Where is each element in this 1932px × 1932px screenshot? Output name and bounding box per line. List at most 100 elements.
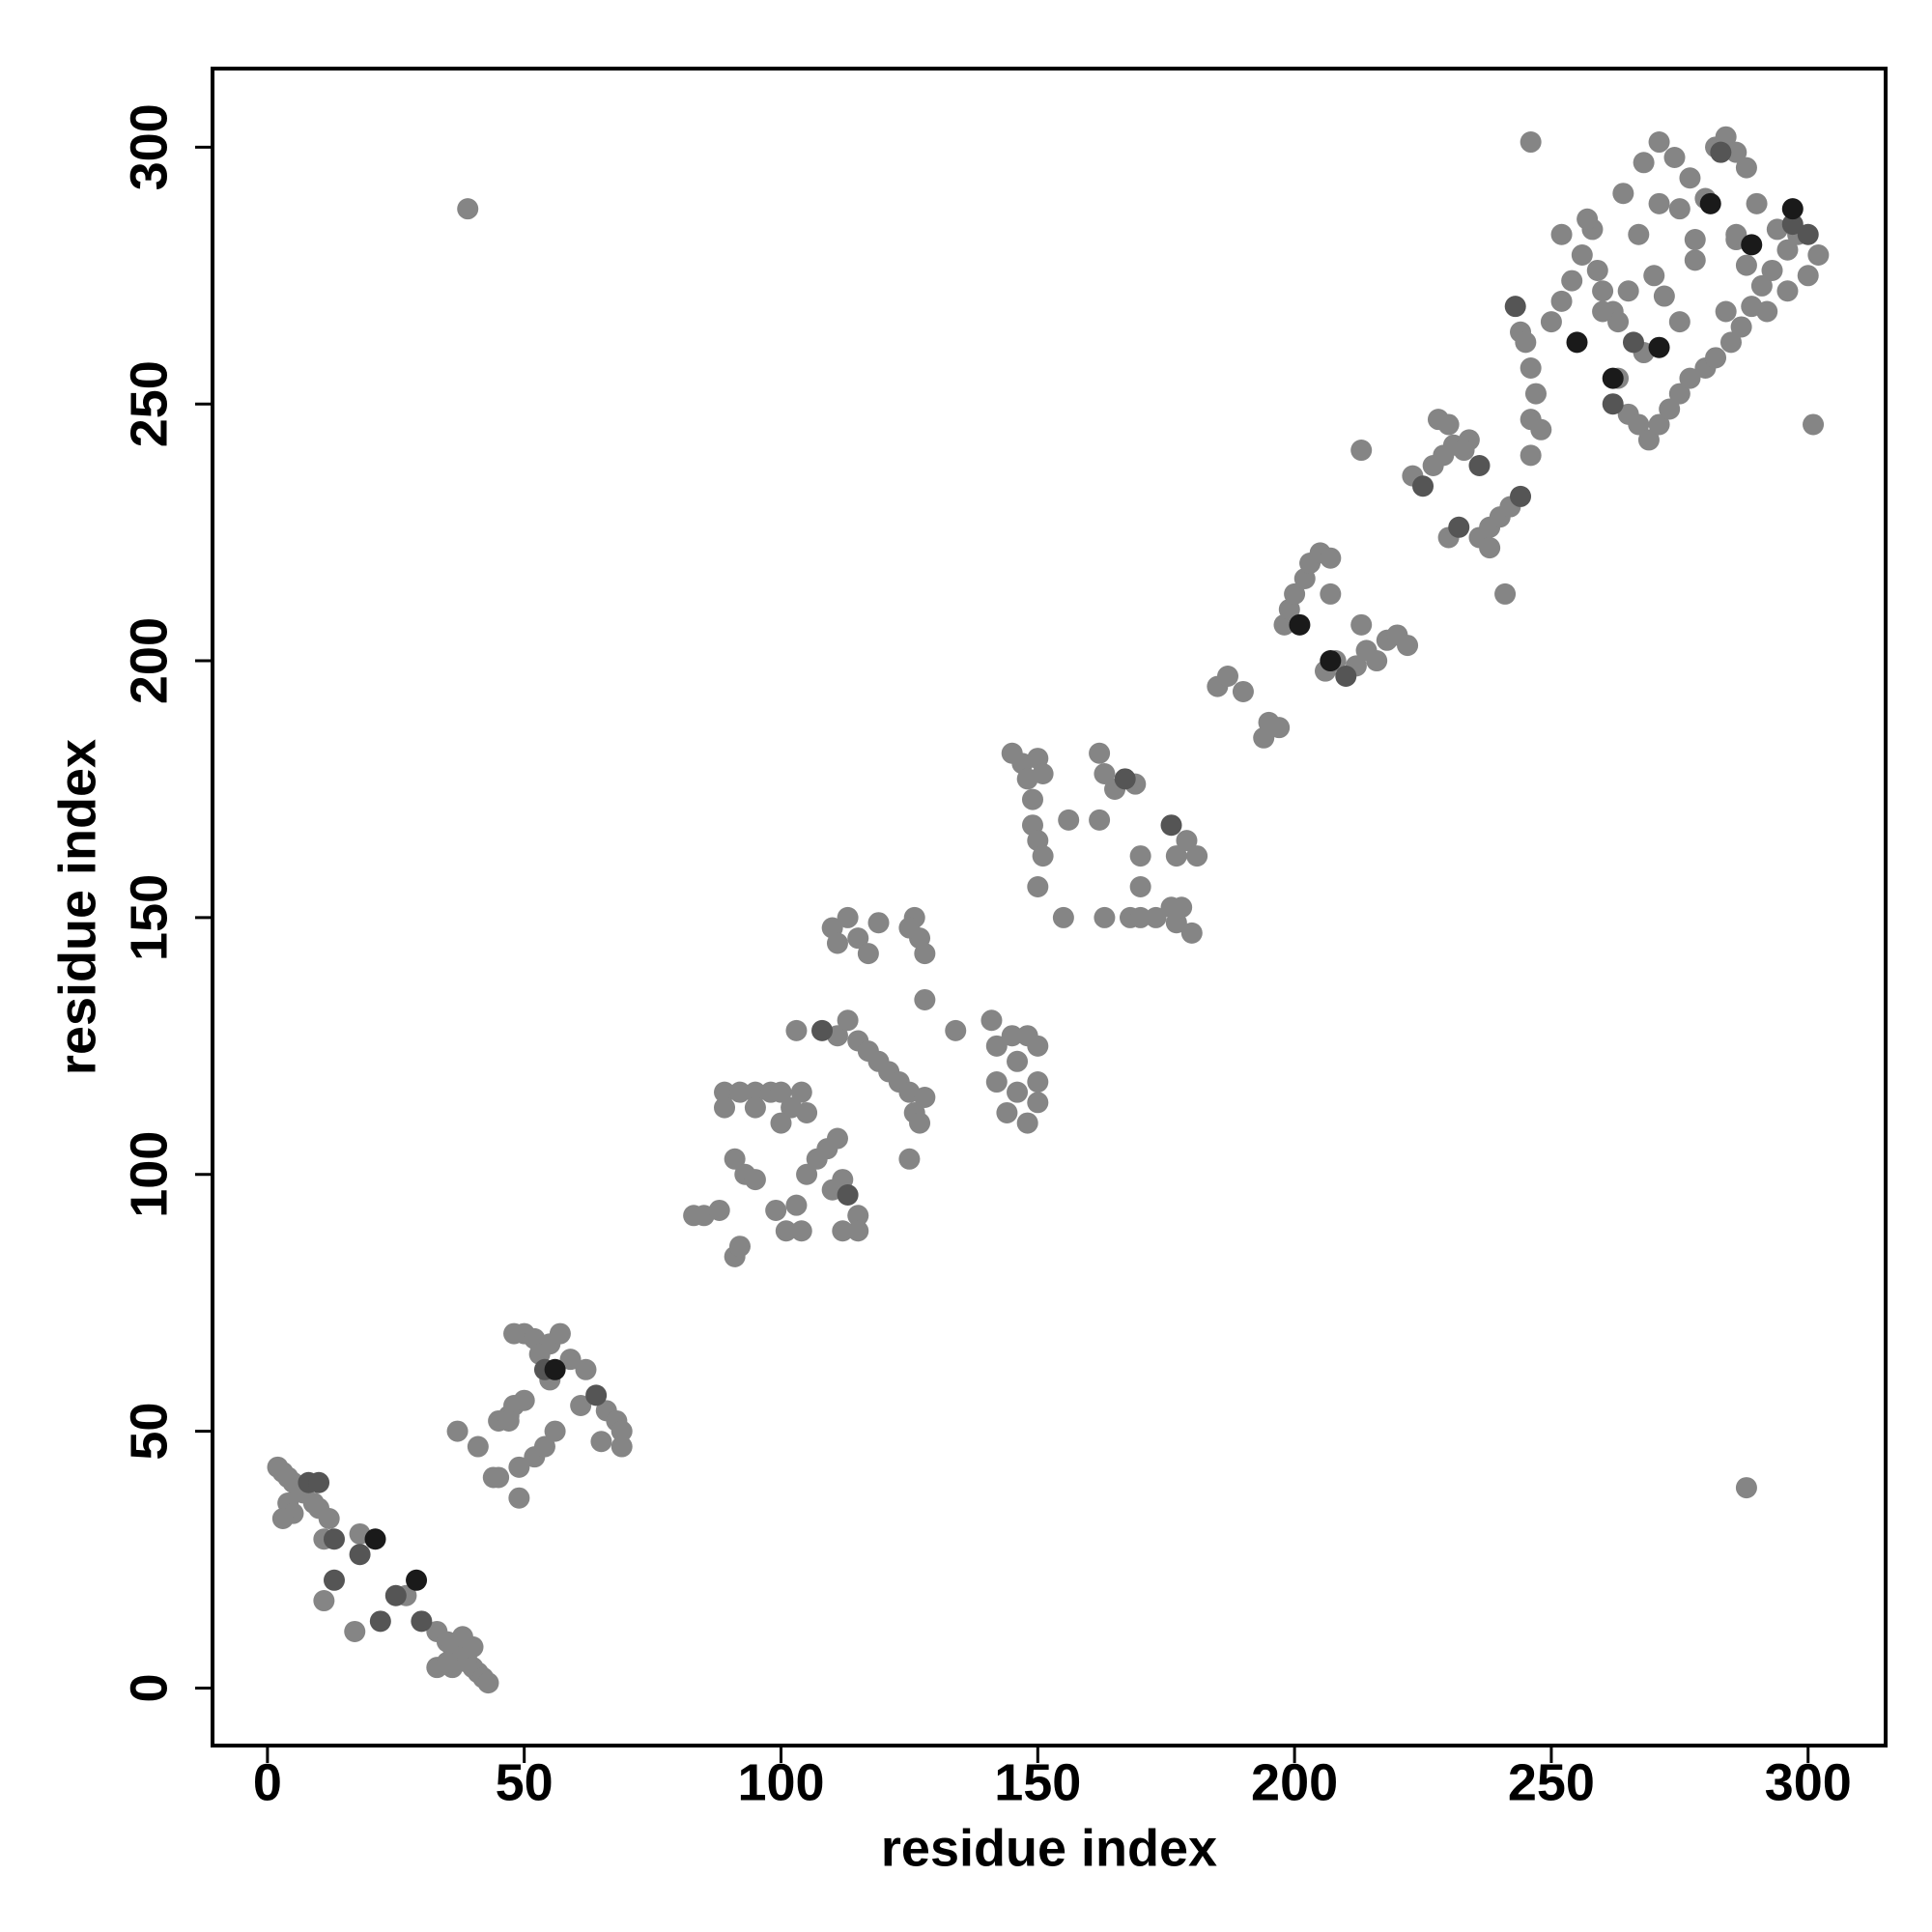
- point: [384, 1584, 407, 1606]
- point: [611, 1435, 633, 1458]
- x-axis-title: residue index: [881, 1819, 1217, 1877]
- point: [1735, 1477, 1757, 1499]
- point: [847, 927, 869, 950]
- point: [1633, 152, 1655, 174]
- point: [867, 912, 890, 934]
- point: [1797, 265, 1819, 287]
- point: [1350, 613, 1373, 636]
- point: [1129, 906, 1151, 928]
- point: [1592, 280, 1614, 302]
- point: [349, 1544, 371, 1566]
- point: [1027, 1071, 1049, 1094]
- point: [1289, 613, 1311, 636]
- point: [1648, 131, 1670, 154]
- point: [1437, 413, 1460, 436]
- point: [1730, 316, 1752, 338]
- point: [1021, 788, 1043, 810]
- point: [1016, 1112, 1038, 1134]
- point: [1679, 367, 1701, 389]
- point: [508, 1487, 530, 1509]
- point: [503, 1322, 526, 1345]
- point: [1781, 198, 1804, 220]
- y-tick-label: 150: [120, 874, 178, 961]
- point: [1746, 192, 1768, 214]
- point: [1520, 444, 1542, 467]
- point: [1027, 875, 1049, 897]
- point: [1160, 814, 1182, 837]
- point: [477, 1672, 499, 1694]
- point: [1515, 331, 1537, 354]
- point: [728, 1236, 751, 1258]
- point: [1550, 290, 1573, 312]
- x-tick-label: 150: [994, 1753, 1081, 1811]
- point: [1668, 383, 1690, 405]
- point: [1180, 922, 1203, 944]
- point: [985, 1071, 1008, 1094]
- x-tick-label: 200: [1251, 1753, 1338, 1811]
- point: [1540, 311, 1562, 333]
- point: [914, 1086, 936, 1108]
- y-axis-title: residue index: [48, 739, 106, 1075]
- y-tick-label: 300: [120, 103, 178, 190]
- point: [488, 1466, 510, 1489]
- point: [847, 1205, 869, 1227]
- point: [714, 1081, 736, 1103]
- point: [1530, 418, 1552, 440]
- x-tick-label: 300: [1765, 1753, 1852, 1811]
- point: [1397, 635, 1419, 657]
- point: [1448, 516, 1470, 538]
- point: [1807, 244, 1830, 267]
- point: [1186, 845, 1208, 867]
- point: [790, 1220, 812, 1242]
- point: [1586, 259, 1608, 281]
- point: [344, 1620, 366, 1642]
- x-tick-label: 0: [253, 1753, 282, 1811]
- point: [775, 1220, 797, 1242]
- x-tick-label: 250: [1508, 1753, 1595, 1811]
- point: [1756, 300, 1778, 323]
- point: [1052, 906, 1074, 928]
- point: [1776, 280, 1799, 302]
- point: [1089, 809, 1111, 831]
- point: [1602, 393, 1624, 415]
- point: [1648, 192, 1670, 214]
- point: [1577, 208, 1599, 230]
- point: [1089, 742, 1111, 764]
- point: [1524, 383, 1547, 405]
- point: [457, 198, 479, 220]
- point: [1637, 429, 1660, 451]
- point: [1699, 192, 1721, 214]
- point: [1561, 270, 1583, 292]
- point: [1750, 274, 1773, 297]
- point: [1659, 398, 1681, 420]
- point: [1679, 167, 1701, 189]
- point: [1094, 906, 1116, 928]
- point: [898, 917, 921, 939]
- point: [1684, 229, 1706, 251]
- point: [1592, 300, 1614, 323]
- point: [1453, 440, 1475, 462]
- point: [1145, 906, 1167, 928]
- point: [1165, 845, 1187, 867]
- point: [1320, 650, 1342, 672]
- point: [318, 1507, 340, 1529]
- point: [909, 1112, 931, 1134]
- point: [611, 1420, 633, 1442]
- point: [1510, 485, 1532, 507]
- point: [1032, 845, 1054, 867]
- point: [1617, 280, 1639, 302]
- point: [785, 1019, 808, 1041]
- point: [837, 906, 859, 928]
- point: [1668, 311, 1690, 333]
- point: [1602, 367, 1624, 389]
- point: [980, 1009, 1003, 1032]
- point: [1607, 311, 1630, 333]
- point: [369, 1610, 391, 1633]
- y-tick-label: 50: [120, 1403, 178, 1461]
- point: [1628, 413, 1650, 436]
- point: [1027, 1092, 1049, 1114]
- point: [533, 1435, 555, 1458]
- point: [1648, 413, 1670, 436]
- point: [1741, 234, 1763, 256]
